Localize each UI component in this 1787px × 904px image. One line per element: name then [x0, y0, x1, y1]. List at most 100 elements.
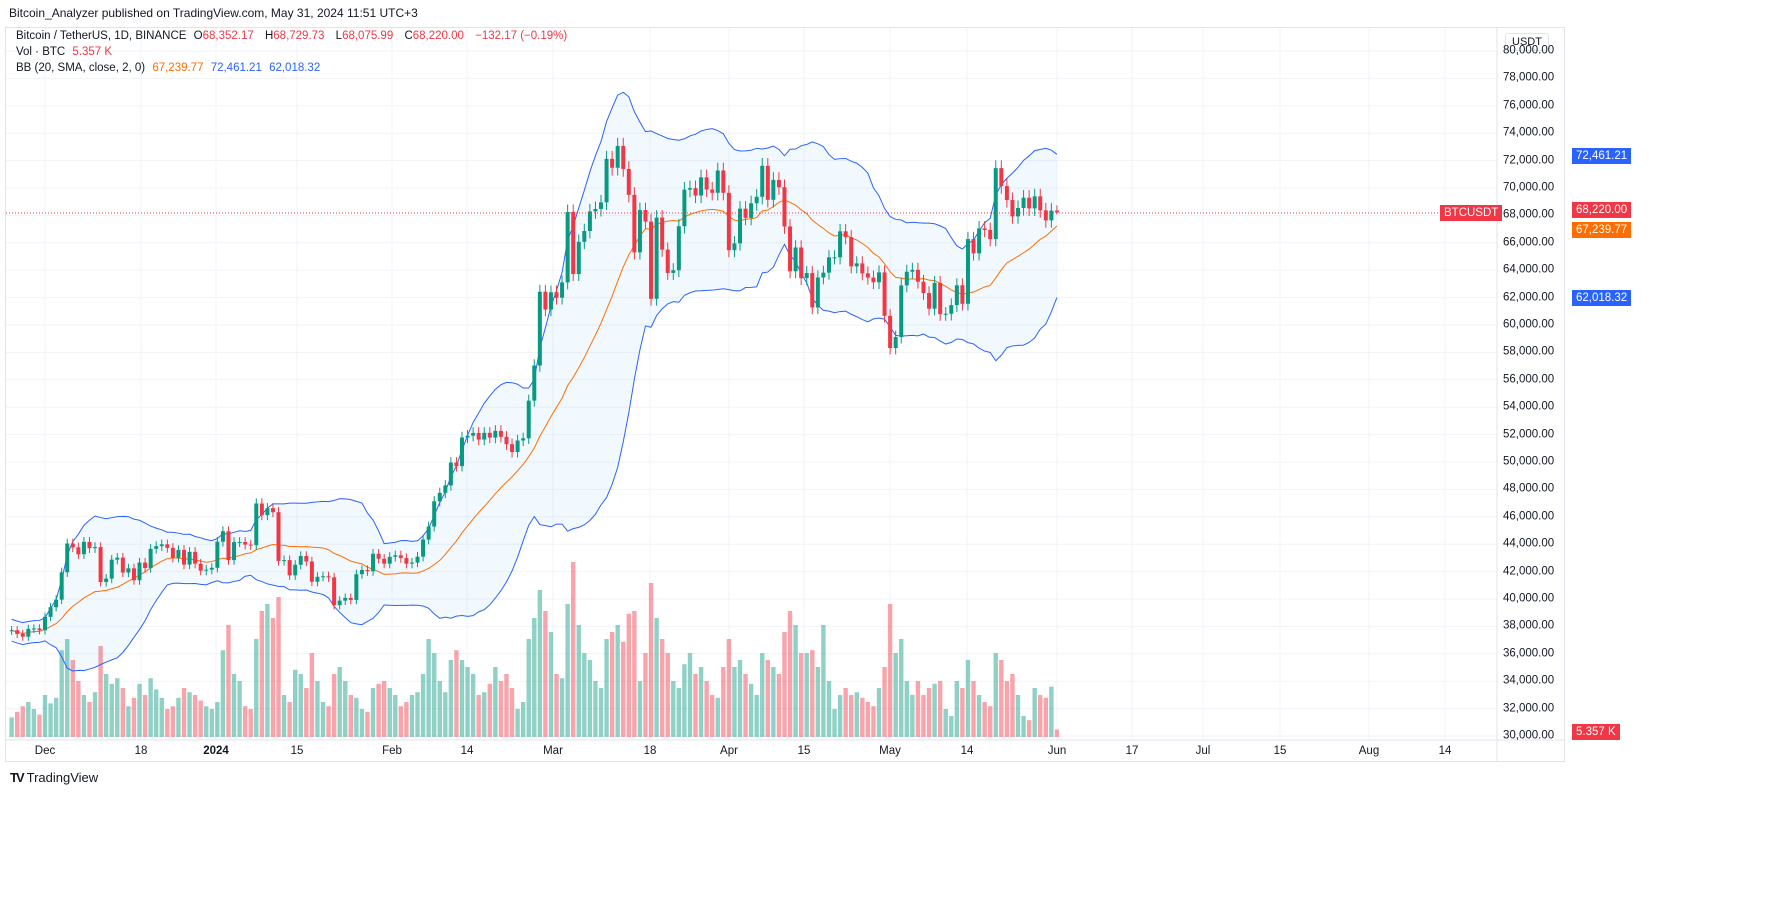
currency-button[interactable]: USDT: [1505, 33, 1549, 51]
candle-body: [804, 273, 809, 279]
price-tick-label: 40,000.00: [1503, 592, 1555, 605]
volume-bar: [42, 695, 48, 737]
candle-body: [543, 291, 548, 310]
volume-bar: [849, 695, 854, 737]
volume-bar: [426, 639, 431, 737]
volume-bar: [504, 674, 509, 737]
volume-bar: [209, 709, 214, 737]
candle-body: [988, 229, 993, 240]
candle-body: [637, 210, 642, 253]
candle-body: [59, 572, 64, 600]
bb-label[interactable]: BB (20, SMA, close, 2, 0): [16, 62, 146, 74]
close-label: C: [404, 30, 413, 42]
candle-body: [226, 531, 231, 561]
price-tick-label: 76,000.00: [1503, 99, 1555, 112]
candle-body: [726, 192, 731, 251]
candle-body: [999, 168, 1004, 187]
candle-body: [504, 436, 509, 445]
open-label: O: [193, 30, 203, 42]
candle-body: [587, 211, 592, 232]
price-tick-label: 50,000.00: [1503, 455, 1555, 468]
candle-body: [398, 555, 403, 559]
candle-body: [176, 549, 181, 558]
time-tick-label: Feb: [382, 745, 402, 757]
price-tick-label: 70,000.00: [1503, 181, 1555, 194]
volume-bar: [259, 611, 265, 737]
volume-bar: [53, 697, 59, 737]
volume-bar: [287, 702, 292, 737]
symbol-name[interactable]: Bitcoin / TetherUS, 1D, BINANCE: [16, 30, 187, 42]
candle-body: [393, 555, 398, 557]
candle-body: [732, 243, 737, 251]
candle-body: [771, 179, 776, 200]
time-tick-label: Jun: [1047, 745, 1067, 757]
candle-body: [321, 576, 325, 578]
candle-body: [326, 576, 331, 578]
price-tick-label: 32,000.00: [1503, 702, 1555, 715]
volume-bar: [198, 700, 203, 737]
volume-bar: [715, 697, 720, 737]
candle-body: [738, 208, 742, 244]
price-tick-label: 64,000.00: [1503, 263, 1555, 276]
candle-body: [487, 432, 492, 438]
volume-bar: [532, 618, 537, 737]
candle-body: [838, 231, 843, 258]
candle-body: [960, 285, 965, 304]
bb-basis-tag: 67,239.77: [1572, 222, 1632, 238]
candle-body: [98, 547, 103, 583]
candle-body: [93, 547, 98, 549]
volume-bar: [943, 709, 948, 737]
candle-body: [849, 237, 854, 267]
candle-body: [682, 189, 687, 227]
time-tick-label: 2024: [203, 745, 229, 757]
symbol-tag: BTCUSDT: [1440, 205, 1503, 221]
candle-body: [749, 203, 754, 218]
volume-bar: [192, 695, 198, 737]
volume-bar: [393, 695, 398, 737]
price-tick-label: 44,000.00: [1503, 537, 1555, 550]
candle-body: [287, 560, 292, 576]
candle-body: [938, 282, 943, 315]
volume-bar: [493, 667, 498, 737]
candle-body: [154, 546, 159, 549]
candle-body: [537, 291, 542, 366]
price-tick-label: 72,000.00: [1503, 154, 1555, 167]
volume-bar: [454, 650, 459, 737]
bb-lower-value: 62,018.32: [269, 62, 321, 74]
volume-bar: [304, 688, 309, 737]
volume-bar: [48, 703, 53, 737]
volume-bar: [682, 664, 687, 737]
price-tick-label: 38,000.00: [1503, 619, 1555, 632]
volume-bar: [893, 653, 898, 737]
candle-body: [493, 430, 498, 438]
volume-bar: [248, 709, 253, 737]
candle-body: [860, 263, 865, 274]
candle-body: [871, 277, 876, 283]
candle-body: [815, 277, 820, 308]
volume-bar: [148, 678, 153, 737]
volume-bar: [237, 681, 242, 737]
volume-bar: [587, 660, 593, 737]
volume-bar: [381, 681, 387, 737]
candle-body: [927, 293, 932, 309]
volume-bar: [576, 625, 581, 737]
tradingview-logo[interactable]: TV TradingView: [10, 770, 98, 785]
volume-bar: [65, 639, 70, 737]
volume-bar: [103, 674, 109, 737]
volume-label[interactable]: Vol · BTC: [16, 46, 66, 58]
candle-body: [409, 562, 414, 564]
candle-body: [126, 568, 131, 573]
grid: [6, 28, 1497, 740]
volume-bar: [643, 653, 648, 737]
volume-bar: [376, 683, 381, 737]
candle-body: [560, 282, 565, 298]
candle-body: [209, 567, 214, 570]
time-tick-label: Jul: [1195, 745, 1211, 757]
volume-bar: [654, 618, 659, 737]
volume-bar: [676, 688, 682, 737]
candle-body: [109, 559, 114, 579]
candle-body: [1016, 208, 1020, 217]
volume-bar: [15, 711, 20, 737]
candle-body: [70, 543, 75, 548]
